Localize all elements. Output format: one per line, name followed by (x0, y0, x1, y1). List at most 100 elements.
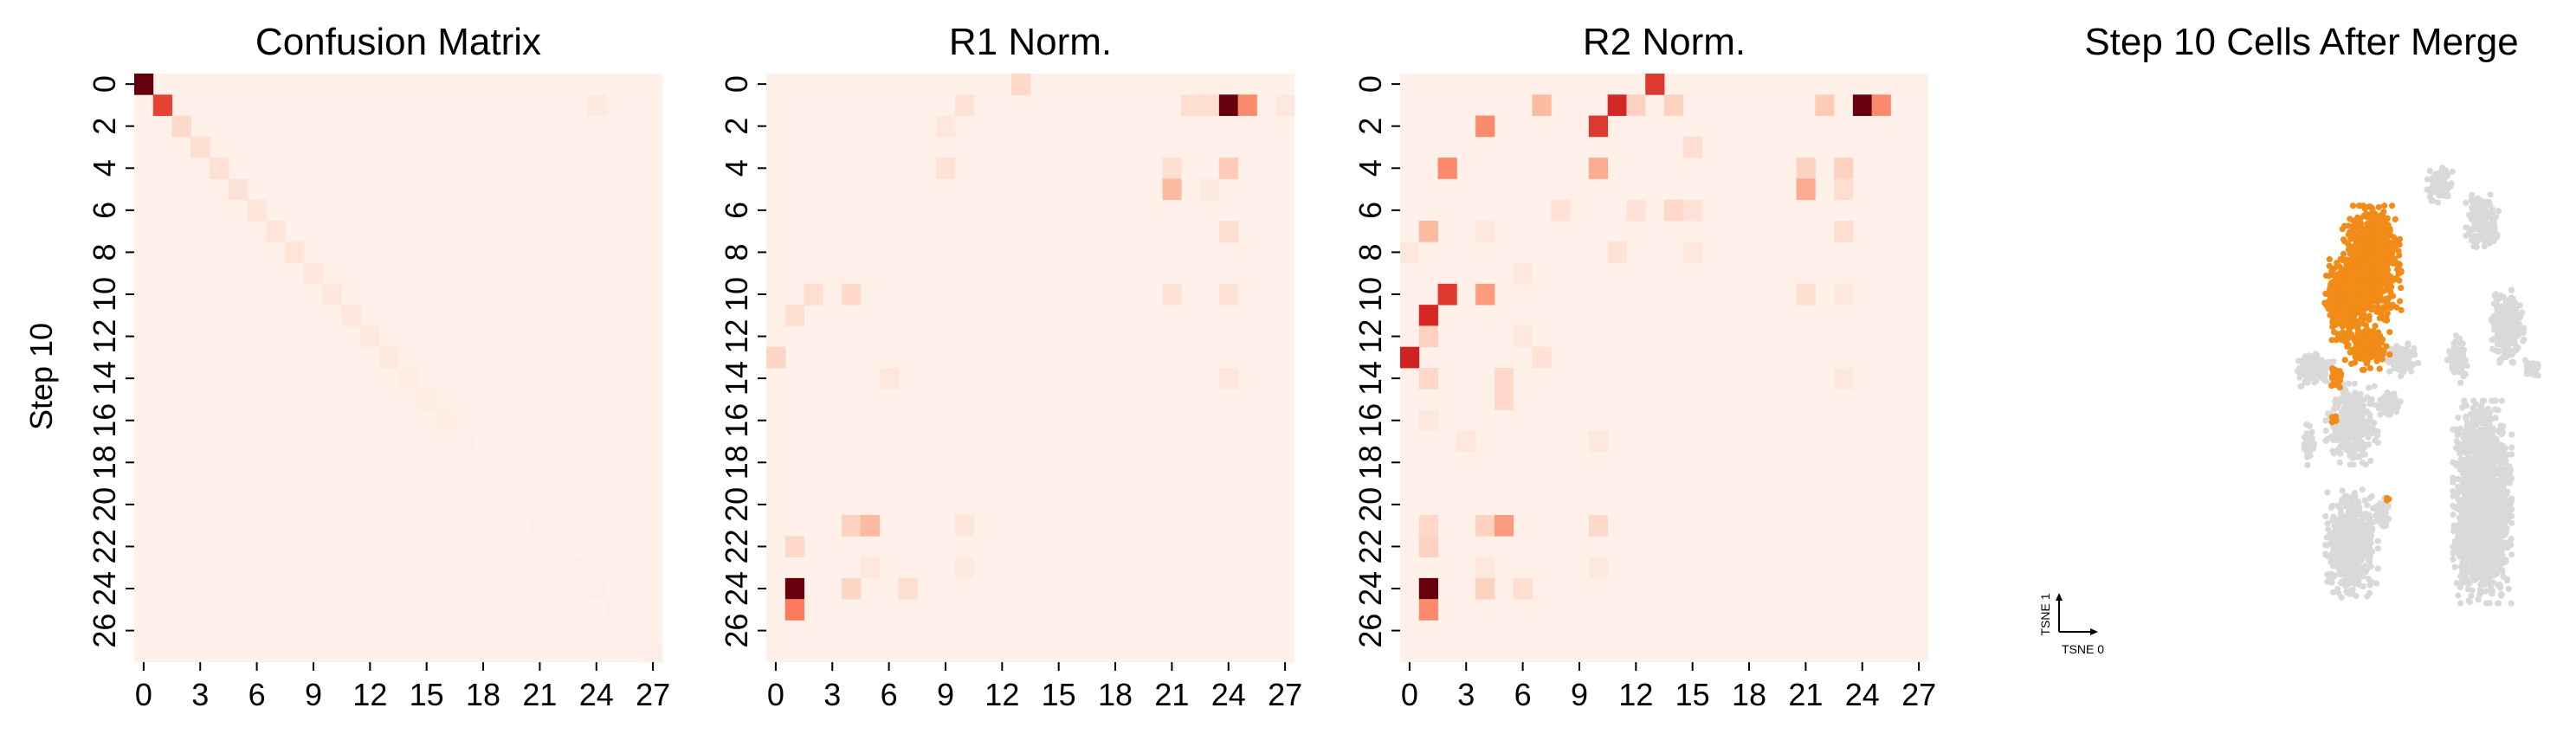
heatmap-cell (1626, 94, 1646, 116)
heatmap-cell (766, 346, 786, 369)
x-tick-label: 6 (249, 677, 266, 712)
scatter-point (2387, 289, 2394, 296)
heatmap-cell (1682, 136, 1702, 158)
heatmap-cell (842, 515, 862, 537)
y-tick-label: 2 (1353, 118, 1388, 135)
scatter-point (2500, 466, 2507, 473)
x-tick-label: 21 (1154, 677, 1189, 712)
scatter-point (2534, 372, 2541, 379)
scatter-point (2456, 369, 2463, 376)
scatter-point (2390, 360, 2397, 367)
scatter-point (2357, 226, 2364, 233)
heatmap-cell (1834, 158, 1854, 179)
scatter-point (2306, 352, 2313, 359)
scatter-point (2356, 510, 2363, 517)
scatter-point (2508, 358, 2515, 365)
heatmap-cell (1475, 221, 1495, 242)
scatter-point (2483, 414, 2491, 421)
scatter-point (2348, 501, 2355, 509)
scatter-point (2470, 410, 2477, 417)
scatter-point (2463, 562, 2469, 570)
heatmap-cell (784, 305, 804, 326)
scatter-point (2480, 397, 2488, 404)
heatmap-cell (511, 493, 531, 516)
scatter-point (2486, 409, 2494, 415)
scatter-point (2353, 241, 2360, 248)
heatmap-cell (1475, 515, 1495, 537)
heatmap-cell (954, 515, 975, 537)
heatmap-cell (898, 577, 918, 600)
scatter-point (2341, 492, 2348, 500)
scatter-point (2493, 552, 2500, 559)
heatmap-cell (360, 325, 380, 348)
scatter-point (2334, 404, 2340, 411)
scatter-point (2477, 228, 2484, 235)
heatmap-cell (1218, 221, 1239, 242)
scatter-point (2328, 570, 2335, 577)
scatter-point (2336, 396, 2343, 402)
scatter-point (2503, 353, 2510, 360)
heatmap-cell (784, 599, 804, 621)
scatter-point (2358, 554, 2365, 561)
scatter-point (2374, 565, 2381, 572)
scatter-point (2398, 268, 2405, 275)
scatter-point (2317, 359, 2324, 366)
heatmap-cell (1011, 74, 1031, 95)
heatmap-cell (1664, 199, 1684, 222)
scatter-point (2487, 434, 2494, 441)
scatter-point (2367, 578, 2374, 585)
scatter-point (2457, 580, 2464, 587)
heatmap-cell (860, 515, 881, 537)
scatter-point (2497, 584, 2504, 591)
scatter-point (2334, 543, 2341, 550)
heatmap-cell (1237, 94, 1257, 116)
scatter-point (2507, 324, 2515, 331)
r2-norm-title: R2 Norm. (1583, 21, 1746, 63)
scatter-point (2380, 209, 2387, 216)
scatter-point (2450, 556, 2457, 563)
scatter-point (2478, 428, 2485, 435)
scatter-point (2463, 224, 2469, 231)
heatmap-cell (398, 368, 418, 389)
scatter-point (2458, 348, 2465, 355)
heatmap-cell (842, 283, 862, 306)
y-tick-label: 26 (1353, 614, 1388, 648)
scatter-point (2487, 191, 2494, 198)
scatter-point (2478, 490, 2486, 497)
scatter-point (2354, 214, 2361, 221)
scatter-point (2498, 532, 2506, 539)
scatter-point (2472, 531, 2479, 537)
scatter-point (2368, 430, 2375, 437)
heatmap-cell (1494, 515, 1514, 537)
scatter-point (2474, 485, 2481, 492)
scatter-point (2495, 465, 2502, 472)
scatter-point (2467, 540, 2474, 547)
heatmap-background (766, 74, 1294, 662)
scatter-point (2469, 205, 2476, 213)
scatter-point (2366, 495, 2373, 502)
heatmap-cell (1162, 178, 1182, 201)
scatter-point (2463, 579, 2470, 586)
heatmap-cell (322, 283, 343, 306)
y-tick-label: 12 (1353, 319, 1388, 354)
scatter-point (2368, 396, 2375, 402)
y-tick-label: 18 (1353, 445, 1388, 479)
scatter-point (2483, 476, 2490, 484)
scatter-point (2302, 379, 2308, 386)
scatter-point (2470, 445, 2477, 452)
scatter-point (2466, 528, 2473, 536)
scatter-point (2508, 286, 2515, 293)
scatter-point (2393, 304, 2400, 311)
scatter-point (2450, 426, 2457, 433)
scatter-point (2358, 439, 2366, 446)
scatter-point (2355, 203, 2362, 209)
scatter-point (2340, 419, 2347, 426)
heatmap-cell (936, 115, 956, 138)
scatter-point (2508, 451, 2515, 458)
scatter-point (2495, 331, 2502, 338)
y-tick-label: 14 (87, 361, 122, 396)
scatter-point (2474, 566, 2481, 574)
scatter-point (2347, 578, 2353, 585)
y-tick-label: 8 (87, 243, 122, 261)
scatter-point (2490, 300, 2498, 307)
